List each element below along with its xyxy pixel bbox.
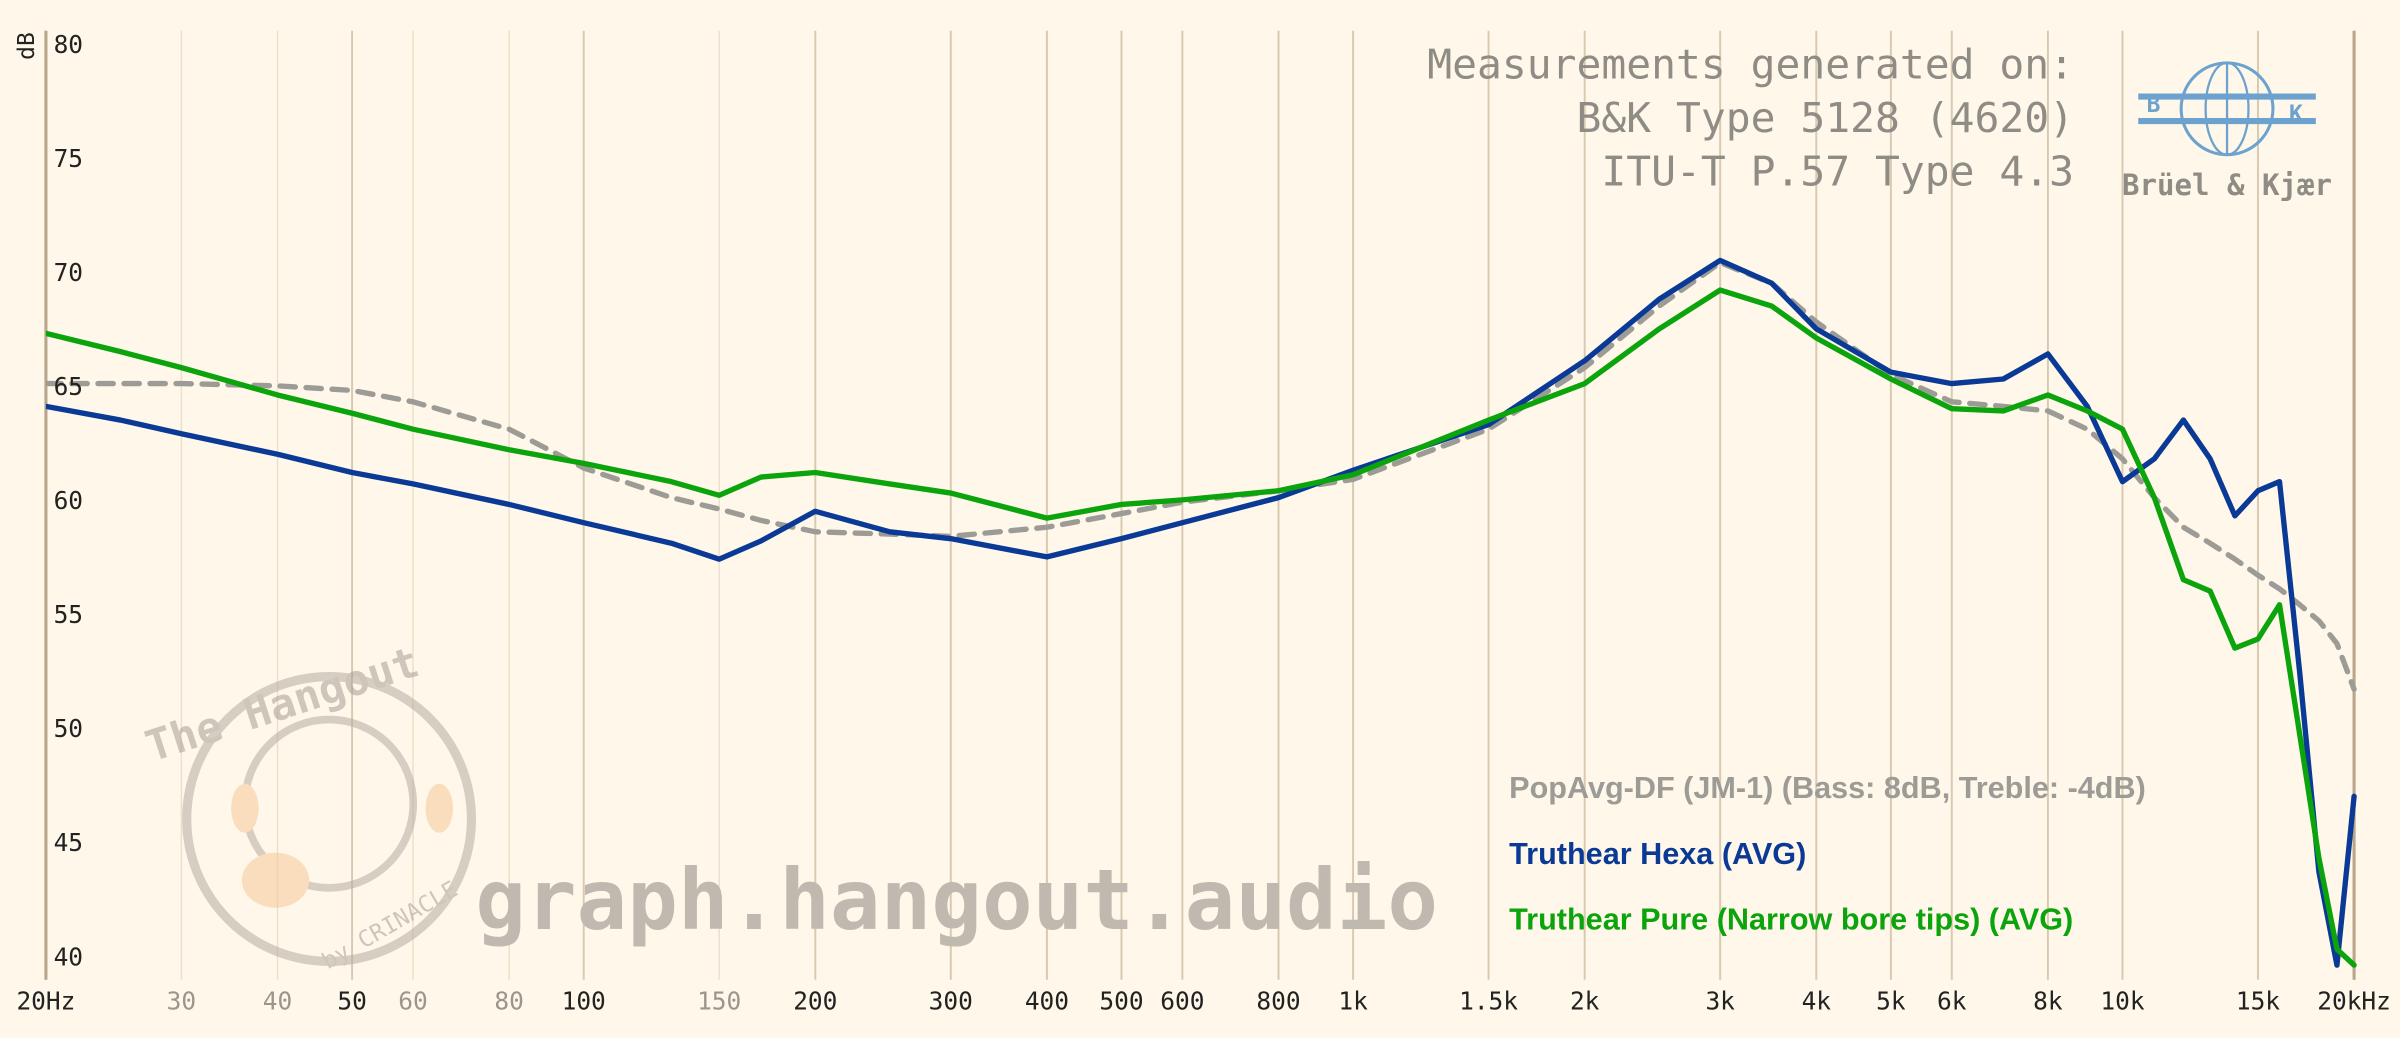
badge-ring bbox=[182, 672, 477, 966]
lines bbox=[45, 257, 2357, 968]
y-axis-label: dB bbox=[14, 32, 40, 60]
x-tick-label: 3k bbox=[1705, 987, 1735, 1016]
y-tick-label: 65 bbox=[54, 372, 83, 401]
badge-title: The Hangout bbox=[140, 637, 425, 772]
badge-ear bbox=[425, 783, 454, 833]
watermark-site: graph.hangout.audio bbox=[475, 851, 1438, 949]
x-tick-label: 40 bbox=[263, 987, 292, 1016]
ticks: 40 45 50 55 60 65 70 75 80 20Hz 50 100 200 300 400 500 6… bbox=[16, 30, 2390, 1016]
y-tick-label: 60 bbox=[54, 486, 83, 515]
legend-entry: Truthear Hexa (AVG) bbox=[1509, 837, 1806, 871]
logo-letter: K bbox=[2289, 101, 2303, 127]
annotation: B&K Type 5128 (4620) bbox=[1577, 94, 2074, 142]
x-tick-label: 1k bbox=[1338, 987, 1368, 1016]
series-line bbox=[45, 260, 2357, 692]
annotation: Measurements generated on: bbox=[1427, 40, 2074, 88]
y-tick-label: 45 bbox=[54, 828, 83, 857]
legend-entry: PopAvg-DF (JM-1) (Bass: 8dB, Treble: -4d… bbox=[1509, 771, 2146, 805]
x-tick-label: 20Hz bbox=[16, 987, 75, 1016]
annotations: Measurements generated on: B&K Type 5128 … bbox=[1427, 40, 2074, 195]
x-tick-label: 20kHz bbox=[2317, 987, 2391, 1016]
watermark-badge: The Hangout by CRINACLE bbox=[140, 637, 477, 975]
x-tick-label: 60 bbox=[398, 987, 427, 1016]
x-tick-label: 1.5k bbox=[1459, 987, 1518, 1016]
logo-name: Brüel & Kjær bbox=[2122, 168, 2332, 202]
x-tick-label: 150 bbox=[697, 987, 741, 1016]
x-tick-label: 400 bbox=[1025, 987, 1069, 1016]
annotation: ITU-T P.57 Type 4.3 bbox=[1601, 148, 2074, 196]
y-tick-label: 75 bbox=[54, 144, 83, 173]
x-tick-label: 30 bbox=[167, 987, 196, 1016]
y-tick-label: 55 bbox=[54, 600, 83, 629]
x-tick-label: 300 bbox=[929, 987, 973, 1016]
x-tick-label: 8k bbox=[2033, 987, 2063, 1016]
y-tick-label: 80 bbox=[54, 30, 83, 59]
y-tick-label: 50 bbox=[54, 714, 83, 743]
x-tick-label: 100 bbox=[562, 987, 606, 1016]
x-tick-label: 800 bbox=[1256, 987, 1300, 1016]
x-tick-label: 2k bbox=[1570, 987, 1600, 1016]
series-line bbox=[45, 257, 2357, 968]
x-tick-label: 4k bbox=[1802, 987, 1832, 1016]
badge-ear bbox=[231, 783, 259, 833]
x-tick-label: 80 bbox=[494, 987, 523, 1016]
x-tick-label: 5k bbox=[1876, 987, 1906, 1016]
x-tick-label: 50 bbox=[337, 987, 366, 1016]
x-tick-label: 6k bbox=[1937, 987, 1967, 1016]
x-tick-label: 10k bbox=[2100, 987, 2144, 1016]
x-tick-label: 15k bbox=[2236, 987, 2280, 1016]
badge-mic bbox=[241, 852, 310, 908]
x-tick-label: 600 bbox=[1160, 987, 1204, 1016]
y-tick-label: 40 bbox=[54, 942, 83, 971]
y-tick-label: 70 bbox=[54, 258, 83, 287]
legend-entry: Truthear Pure (Narrow bore tips) (AVG) bbox=[1509, 903, 2073, 937]
logo-letter: B bbox=[2147, 92, 2161, 118]
x-tick-label: 500 bbox=[1099, 987, 1143, 1016]
logo: B K Brüel & Kjær bbox=[2122, 61, 2332, 202]
x-tick-label: 200 bbox=[793, 987, 837, 1016]
series-line bbox=[45, 287, 2357, 968]
legend: PopAvg-DF (JM-1) (Bass: 8dB, Treble: -4d… bbox=[1509, 771, 2146, 937]
